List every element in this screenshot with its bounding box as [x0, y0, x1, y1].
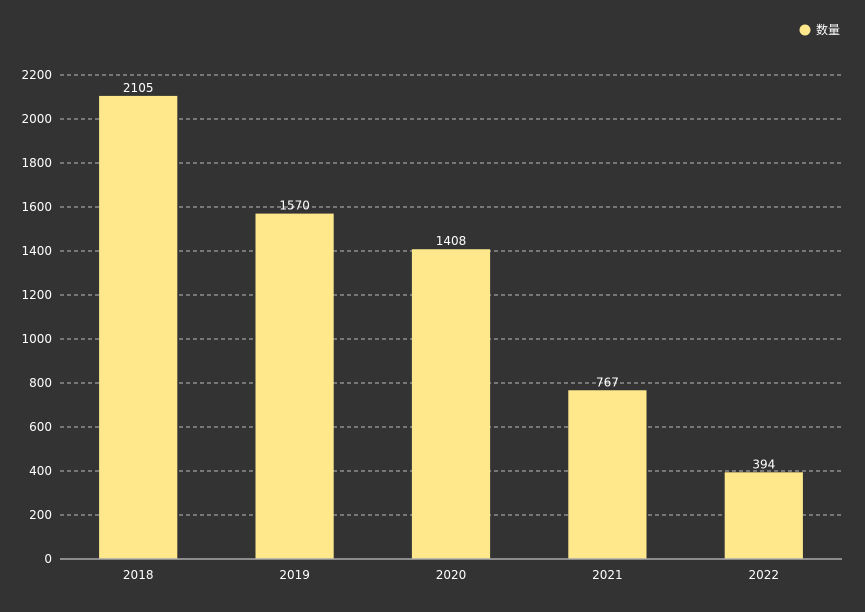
legend-marker-icon [799, 24, 811, 36]
legend-label: 数量 [816, 22, 840, 37]
legend[interactable]: 数量 [799, 22, 841, 37]
data-label-2019: 1570 [279, 199, 310, 213]
y-tick-label: 2000 [21, 112, 52, 126]
bars [99, 95, 803, 560]
y-tick-label: 1400 [21, 244, 52, 258]
data-label-2020: 1408 [436, 234, 467, 248]
x-tick-label: 2018 [123, 568, 154, 582]
bar-2021[interactable] [568, 390, 647, 559]
y-tick-label: 1600 [21, 200, 52, 214]
x-tick-label: 2022 [749, 568, 780, 582]
data-labels: 2105 1570 1408 767 394 [123, 81, 775, 471]
y-tick-label: 1800 [21, 156, 52, 170]
y-tick-label: 200 [29, 508, 52, 522]
data-label-2021: 767 [596, 375, 619, 389]
bar-2018[interactable] [99, 95, 178, 560]
data-label-2022: 394 [752, 457, 775, 471]
y-tick-label: 1000 [21, 332, 52, 346]
x-axis-ticks: 2018 2019 2020 2021 2022 [123, 568, 779, 582]
x-tick-label: 2020 [436, 568, 467, 582]
y-tick-label: 2200 [21, 68, 52, 82]
y-tick-label: 1200 [21, 288, 52, 302]
bar-2019[interactable] [255, 213, 334, 559]
y-axis-ticks: 0 200 400 600 800 1000 1200 1400 1600 1800 2000 220… [21, 68, 52, 566]
y-tick-label: 0 [44, 552, 52, 566]
bar-2020[interactable] [411, 249, 491, 560]
y-tick-label: 800 [29, 376, 52, 390]
data-label-2018: 2105 [123, 81, 154, 95]
y-tick-label: 400 [29, 464, 52, 478]
x-tick-label: 2021 [592, 568, 623, 582]
x-tick-label: 2019 [279, 568, 310, 582]
y-tick-label: 600 [29, 420, 52, 434]
bar-2022[interactable] [724, 472, 803, 559]
grid-lines [60, 74, 842, 516]
